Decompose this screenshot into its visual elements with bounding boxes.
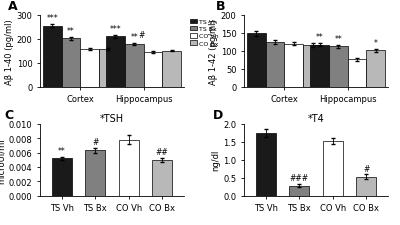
Y-axis label: microUI/ml: microUI/ml [0,137,6,183]
Bar [348,60,366,87]
Text: **: ** [130,33,138,42]
Y-axis label: Aβ 1-42 (pg/ml): Aβ 1-42 (pg/ml) [209,19,218,84]
Text: **: ** [58,146,66,155]
Bar [303,46,322,87]
Text: #: # [138,31,145,40]
Bar [99,50,118,87]
Bar [119,140,139,196]
Bar [80,50,99,87]
Text: A: A [8,0,18,13]
Y-axis label: ng/dl: ng/dl [212,149,221,171]
Text: B: B [216,0,225,13]
Bar [366,51,385,87]
Text: ***: *** [110,25,121,34]
Bar [106,37,125,87]
Bar [356,177,376,196]
Bar [247,34,266,87]
Text: ***: *** [46,14,58,23]
Text: *: * [374,38,378,47]
Text: **: ** [334,35,342,44]
Bar [152,160,172,196]
Text: ##: ## [156,148,169,156]
Bar [43,27,62,87]
Text: #: # [363,164,370,173]
Bar [323,142,343,196]
Text: #: # [92,137,98,146]
Legend: TS Vh, TS Bx, CO Vh, CO Bx: TS Vh, TS Bx, CO Vh, CO Bx [190,19,219,47]
Title: *T4: *T4 [308,114,324,124]
Text: **: ** [67,27,75,36]
Bar [125,45,144,87]
Text: D: D [212,109,223,122]
Bar [144,53,162,87]
Text: **: ** [316,33,324,42]
Bar [52,159,72,196]
Text: C: C [4,109,13,122]
Bar [289,186,309,196]
Bar [284,44,303,87]
Bar [62,39,80,87]
Bar [310,45,329,87]
Text: ###: ### [290,173,309,182]
Bar [329,47,348,87]
Bar [256,133,276,196]
Bar [85,151,105,196]
Y-axis label: Aβ 1-40 (pg/ml): Aβ 1-40 (pg/ml) [5,19,14,84]
Bar [266,43,284,87]
Title: *TSH: *TSH [100,114,124,124]
Bar [162,52,181,87]
